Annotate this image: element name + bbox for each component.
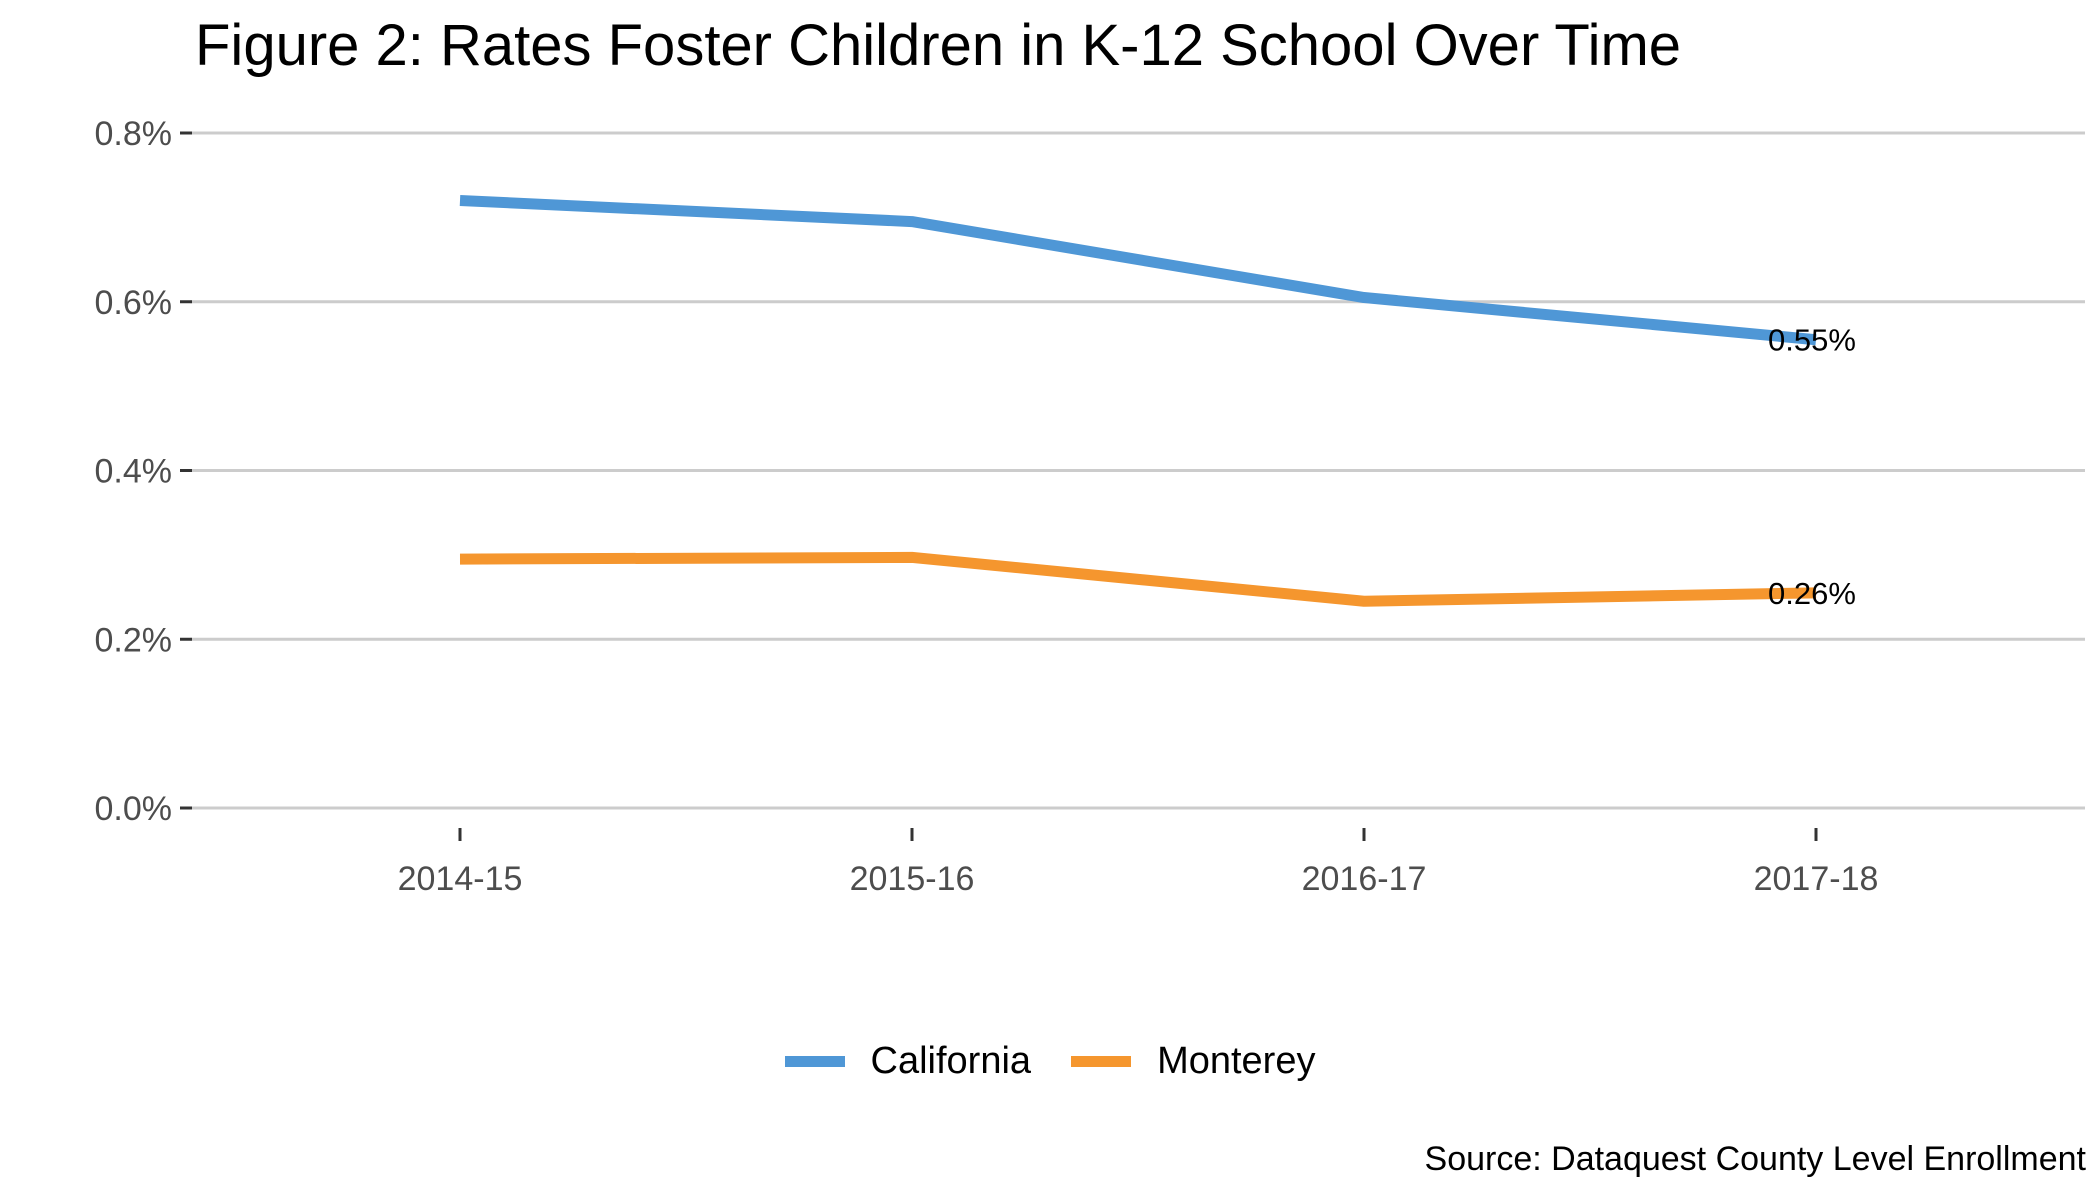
series-line-monterey	[459, 551, 1817, 607]
end-value-label: 0.55%	[1768, 323, 1856, 358]
y-tick-label: 0.6%	[95, 284, 173, 322]
gridlines	[190, 131, 2085, 810]
legend-label: Monterey	[1157, 1040, 1316, 1082]
x-axis: 2014-15 2015-16 2016-17 2017-18	[398, 828, 1879, 898]
legend-key	[784, 1056, 845, 1067]
series-line-california	[459, 195, 1817, 346]
x-tick-label: 2015-16	[850, 860, 975, 898]
x-tick-label: 2017-18	[1754, 860, 1879, 898]
legend-item-monterey: Monterey	[1071, 1040, 1315, 1083]
y-tick-label: 0.8%	[95, 115, 173, 153]
y-tick-label: 0.4%	[95, 453, 173, 491]
source-caption: Source: Dataquest County Level Enrollmen…	[1424, 1140, 2086, 1178]
series-lines	[459, 195, 1817, 607]
end-value-label: 0.26%	[1768, 576, 1856, 611]
x-tick-label: 2016-17	[1302, 860, 1427, 898]
legend-label: California	[870, 1040, 1032, 1082]
legend-key	[1071, 1056, 1132, 1067]
legend: California Monterey	[0, 1040, 2100, 1083]
chart-title: Figure 2: Rates Foster Children in K-12 …	[195, 13, 1682, 78]
end-labels: 0.55% 0.26%	[1768, 323, 1856, 611]
y-tick-label: 0.0%	[95, 790, 173, 828]
y-axis: 0.0% 0.2% 0.4% 0.6% 0.8%	[95, 115, 192, 828]
y-tick-label: 0.2%	[95, 621, 173, 659]
legend-item-california: California	[784, 1040, 1032, 1083]
x-tick-label: 2014-15	[398, 860, 523, 898]
